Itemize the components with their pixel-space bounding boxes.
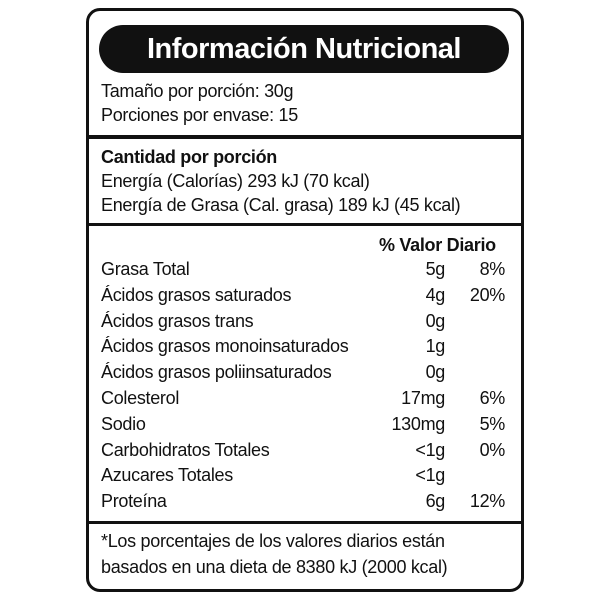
daily-value: 6% — [479, 388, 506, 408]
daily-value: 8% — [479, 259, 506, 279]
footnote: basados en una dieta de 8380 kJ (2000 kc… — [101, 557, 448, 577]
nutrient-name: Colesterol — [101, 388, 180, 408]
nutrient-name: Azucares Totales — [101, 465, 233, 486]
nutrient-amount: 0g — [425, 362, 446, 383]
nutrient-amount: 0g — [425, 310, 446, 331]
nutrient-amount: 130mg — [391, 413, 445, 434]
fat-energy: Energía de Grasa (Cal. grasa) 189 kJ (45… — [101, 195, 461, 215]
nutrient-name: Ácidos grasos monoinsaturados — [101, 336, 349, 357]
divider — [89, 223, 521, 226]
nutrient-name: Sodio — [101, 413, 146, 434]
divider — [89, 135, 521, 139]
nutrient-amount: 17mg — [401, 388, 445, 408]
nutrient-amount: <1g — [415, 439, 445, 460]
daily-value: 5% — [479, 413, 506, 434]
nutrient-name: Ácidos grasos trans — [101, 310, 254, 331]
daily-value: 0% — [479, 439, 506, 460]
daily-value: 20% — [469, 284, 505, 305]
servings-per-container: Porciones por envase: 15 — [101, 105, 298, 125]
nutrient-name: Grasa Total — [101, 259, 190, 279]
daily-value: 12% — [469, 491, 505, 512]
nutrient-name: Ácidos grasos saturados — [101, 284, 292, 305]
nutrient-name: Proteína — [101, 491, 167, 512]
nutrient-name: Ácidos grasos poliinsaturados — [101, 362, 332, 383]
dv-header: % Valor Diario — [379, 235, 496, 255]
nutrient-amount: 4g — [425, 284, 446, 305]
footnote: *Los porcentajes de los valores diarios … — [101, 531, 445, 551]
divider — [89, 521, 521, 524]
nutrient-amount: 5g — [425, 259, 446, 279]
nutrition-label: Información Nutricional Tamaño por porci… — [86, 8, 524, 592]
energy: Energía (Calorías) 293 kJ (70 kcal) — [101, 171, 370, 191]
label-title: Información Nutricional — [99, 25, 509, 73]
serving-size: Tamaño por porción: 30g — [101, 81, 294, 101]
nutrient-name: Carbohidratos Totales — [101, 439, 270, 460]
amount-header: Cantidad por porción — [101, 147, 277, 167]
nutrient-amount: 6g — [425, 491, 446, 512]
nutrient-amount: 1g — [425, 336, 446, 357]
nutrient-amount: <1g — [415, 465, 445, 486]
